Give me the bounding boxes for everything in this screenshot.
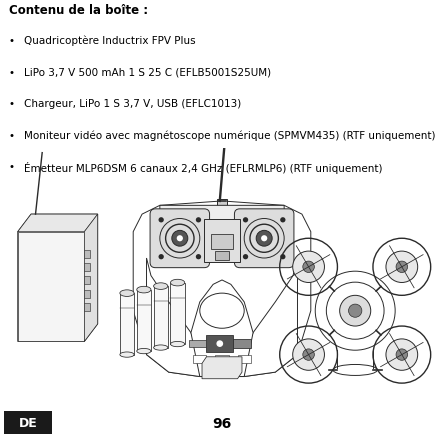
Circle shape xyxy=(396,349,408,360)
Text: Chargeur, LiPo 1 S 3,7 V, USB (EFLC1013): Chargeur, LiPo 1 S 3,7 V, USB (EFLC1013) xyxy=(24,99,242,109)
Text: •: • xyxy=(9,36,15,46)
Bar xyxy=(193,355,206,364)
Polygon shape xyxy=(18,215,98,232)
Bar xyxy=(233,339,251,348)
Circle shape xyxy=(349,304,362,318)
Polygon shape xyxy=(202,357,242,379)
Circle shape xyxy=(293,251,325,283)
Bar xyxy=(215,252,229,261)
Circle shape xyxy=(243,254,248,260)
Circle shape xyxy=(256,231,272,247)
Text: •: • xyxy=(9,162,15,172)
Circle shape xyxy=(340,296,371,326)
Bar xyxy=(4,411,52,434)
Circle shape xyxy=(303,349,314,360)
Circle shape xyxy=(280,218,285,223)
Bar xyxy=(215,355,229,364)
Ellipse shape xyxy=(120,290,134,297)
Bar xyxy=(154,286,168,348)
Polygon shape xyxy=(244,258,297,377)
Bar xyxy=(84,264,90,272)
Text: Moniteur vidéo avec magnétoscope numérique (SPMVM435) (RTF uniquement): Moniteur vidéo avec magnétoscope numériq… xyxy=(24,131,436,141)
Circle shape xyxy=(396,261,408,273)
FancyBboxPatch shape xyxy=(150,209,210,268)
Circle shape xyxy=(217,341,222,346)
Polygon shape xyxy=(84,215,98,342)
Polygon shape xyxy=(133,201,311,377)
Ellipse shape xyxy=(120,352,134,357)
Ellipse shape xyxy=(137,287,151,293)
Bar xyxy=(211,234,233,250)
Text: DE: DE xyxy=(19,416,37,429)
Text: LiPo 3,7 V 500 mAh 1 S 25 C (EFLB5001S25UM): LiPo 3,7 V 500 mAh 1 S 25 C (EFLB5001S25… xyxy=(24,67,272,78)
Bar xyxy=(84,303,90,311)
Bar xyxy=(206,335,233,353)
Circle shape xyxy=(196,254,201,260)
Circle shape xyxy=(293,339,325,371)
Bar xyxy=(120,293,134,355)
Bar xyxy=(170,283,185,344)
Ellipse shape xyxy=(200,293,244,328)
Bar xyxy=(204,219,240,263)
Polygon shape xyxy=(160,206,284,254)
Circle shape xyxy=(159,254,164,260)
Text: Contenu de la boîte :: Contenu de la boîte : xyxy=(9,4,148,18)
Circle shape xyxy=(196,218,201,223)
Bar xyxy=(84,290,90,298)
Text: •: • xyxy=(9,99,15,109)
Bar xyxy=(137,290,151,351)
Bar xyxy=(238,355,251,364)
Circle shape xyxy=(261,236,267,242)
Polygon shape xyxy=(18,232,84,342)
Text: •: • xyxy=(9,131,15,141)
Circle shape xyxy=(280,254,285,260)
Polygon shape xyxy=(18,215,98,342)
Ellipse shape xyxy=(170,342,185,347)
Bar xyxy=(217,199,227,210)
Ellipse shape xyxy=(154,345,168,350)
Ellipse shape xyxy=(154,283,168,290)
Circle shape xyxy=(386,339,418,371)
Bar xyxy=(84,251,90,258)
Text: Émetteur MLP6DSM 6 canaux 2,4 GHz (EFLRMLP6) (RTF uniquement): Émetteur MLP6DSM 6 canaux 2,4 GHz (EFLRM… xyxy=(24,162,383,174)
Ellipse shape xyxy=(170,280,185,286)
Circle shape xyxy=(386,251,418,283)
Circle shape xyxy=(159,218,164,223)
Circle shape xyxy=(172,231,188,247)
Polygon shape xyxy=(147,258,200,377)
Text: •: • xyxy=(9,67,15,78)
FancyBboxPatch shape xyxy=(234,209,294,268)
Circle shape xyxy=(243,218,248,223)
Text: Quadricoptère Inductrix FPV Plus: Quadricoptère Inductrix FPV Plus xyxy=(24,36,196,46)
Text: 96: 96 xyxy=(212,416,232,430)
Circle shape xyxy=(177,236,183,242)
Bar xyxy=(84,277,90,285)
Ellipse shape xyxy=(137,349,151,354)
Polygon shape xyxy=(191,280,253,377)
Circle shape xyxy=(303,261,314,273)
Bar xyxy=(189,340,206,347)
